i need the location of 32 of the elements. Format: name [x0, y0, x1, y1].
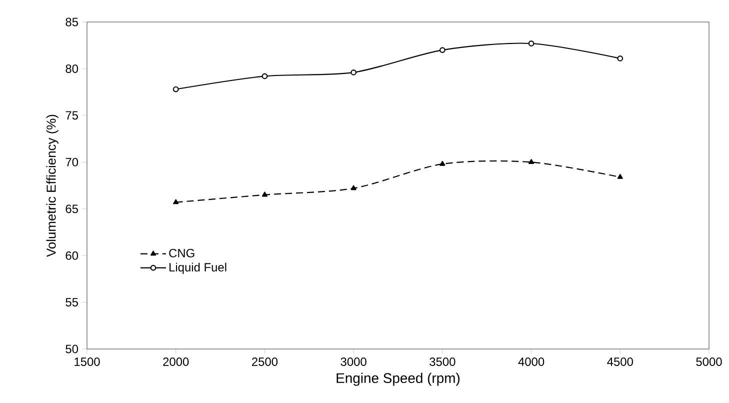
- point: [173, 199, 179, 204]
- x-tick-label: 3000: [340, 358, 366, 366]
- y-tick-label: 75: [66, 111, 78, 120]
- x-axis-title: Engine Speed (rpm): [336, 372, 460, 386]
- x-tick-label: 3500: [430, 358, 456, 366]
- y-tick-label: 55: [66, 298, 78, 306]
- point: [440, 160, 446, 166]
- x-tick-label: 1500: [74, 358, 100, 366]
- point: [262, 73, 268, 80]
- y-tick-label: 85: [66, 18, 78, 26]
- y-tick-label: 70: [66, 158, 78, 166]
- x-tick-label: 5000: [696, 358, 722, 366]
- legend-label: CNG: [169, 248, 194, 258]
- y-tick-label: 60: [66, 251, 78, 260]
- point: [439, 47, 446, 53]
- y-tick-label: 80: [66, 64, 78, 73]
- legend-label: Liquid Fuel: [170, 262, 226, 274]
- point: [172, 86, 179, 92]
- y-tick-label: 50: [66, 344, 78, 354]
- point: [617, 174, 623, 179]
- x-tick-label: 4000: [518, 358, 544, 366]
- x-tick-label: 4500: [607, 358, 633, 366]
- point: [528, 40, 534, 46]
- point: [350, 70, 357, 76]
- point: [262, 192, 268, 197]
- point: [528, 159, 534, 164]
- y-axis-title: Volumetric Efficiency (%): [46, 114, 58, 257]
- x-tick-label: 2500: [252, 358, 278, 366]
- point: [350, 185, 356, 190]
- point: [617, 55, 624, 62]
- y-tick-label: 65: [66, 204, 78, 214]
- x-tick-label: 2000: [163, 358, 189, 366]
